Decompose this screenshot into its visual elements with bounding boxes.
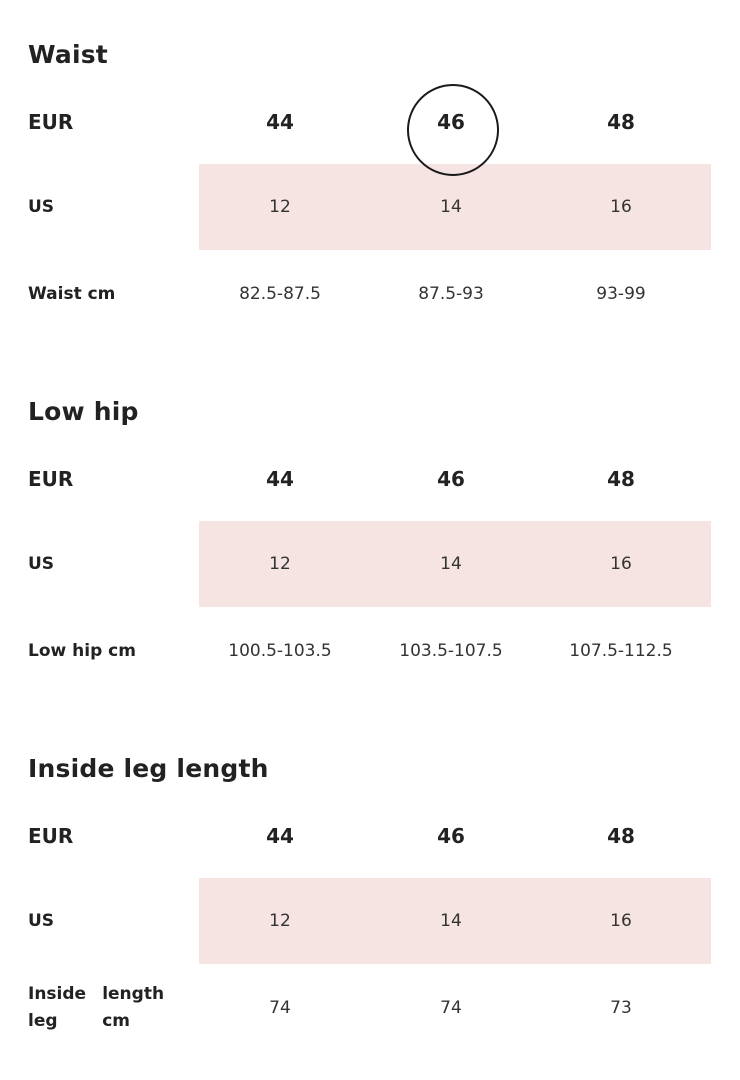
eur-row: EUR 44 46 48 xyxy=(0,436,740,522)
us-size-cell: 14 xyxy=(440,911,462,931)
low-hip-cm-label: Low hip cm xyxy=(28,640,136,661)
eur-label: EUR xyxy=(28,466,74,491)
eur-size-44[interactable]: 44 xyxy=(266,824,294,848)
section-title: Inside leg length xyxy=(28,754,269,783)
us-size-cell: 12 xyxy=(269,554,291,574)
section-title: Low hip xyxy=(28,397,139,426)
eur-size-48[interactable]: 48 xyxy=(607,467,635,491)
highlight-background xyxy=(199,164,711,250)
eur-size-44[interactable]: 44 xyxy=(266,467,294,491)
us-row: US 12 14 16 xyxy=(0,878,740,964)
measure-cell: 82.5-87.5 xyxy=(239,284,321,304)
measure-cell: 73 xyxy=(610,998,632,1018)
us-size-cell: 14 xyxy=(440,554,462,574)
waist-cm-label: Waist cm xyxy=(28,283,116,304)
inside-leg-cm-label: Inside leg length cm xyxy=(28,965,178,1051)
waist-cm-row: Waist cm 82.5-87.5 87.5-93 93-99 xyxy=(0,251,740,337)
eur-label: EUR xyxy=(28,109,74,134)
us-label: US xyxy=(28,196,55,217)
eur-size-48[interactable]: 48 xyxy=(607,824,635,848)
highlight-background xyxy=(199,521,711,607)
us-size-cell: 12 xyxy=(269,911,291,931)
measure-cell: 100.5-103.5 xyxy=(228,641,332,661)
us-size-cell: 16 xyxy=(610,911,632,931)
eur-row: EUR 44 46 48 xyxy=(0,793,740,879)
label-line: length cm xyxy=(102,984,165,1031)
highlight-background xyxy=(199,878,711,964)
inside-leg-cm-row: Inside leg length cm 74 74 73 xyxy=(0,965,740,1051)
label-line: Inside leg xyxy=(28,984,87,1031)
us-size-cell: 16 xyxy=(610,197,632,217)
eur-size-46[interactable]: 46 xyxy=(437,467,465,491)
us-row: US 12 14 16 xyxy=(0,521,740,607)
measure-cell: 103.5-107.5 xyxy=(399,641,503,661)
eur-label: EUR xyxy=(28,823,74,848)
measure-cell: 74 xyxy=(269,998,291,1018)
eur-size-46[interactable]: 46 xyxy=(437,110,465,134)
low-hip-cm-row: Low hip cm 100.5-103.5 103.5-107.5 107.5… xyxy=(0,608,740,694)
us-size-cell: 14 xyxy=(440,197,462,217)
eur-size-44[interactable]: 44 xyxy=(266,110,294,134)
us-label: US xyxy=(28,910,55,931)
us-size-cell: 16 xyxy=(610,554,632,574)
measure-cell: 74 xyxy=(440,998,462,1018)
us-size-cell: 12 xyxy=(269,197,291,217)
eur-size-46[interactable]: 46 xyxy=(437,824,465,848)
measure-cell: 107.5-112.5 xyxy=(569,641,673,661)
us-label: US xyxy=(28,553,55,574)
measure-cell: 93-99 xyxy=(596,284,646,304)
eur-size-48[interactable]: 48 xyxy=(607,110,635,134)
section-title: Waist xyxy=(28,40,108,69)
measure-cell: 87.5-93 xyxy=(418,284,484,304)
eur-row: EUR 44 46 48 xyxy=(0,79,740,165)
us-row: US 12 14 16 xyxy=(0,164,740,250)
